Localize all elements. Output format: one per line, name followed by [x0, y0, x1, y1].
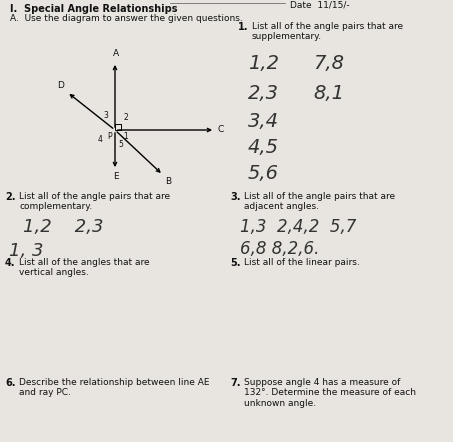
Text: 5: 5: [118, 140, 123, 149]
Text: 2: 2: [123, 113, 128, 122]
Text: 6.: 6.: [5, 378, 15, 388]
Text: 2,3: 2,3: [248, 84, 279, 103]
Text: List all of the angle pairs that are
complementary.: List all of the angle pairs that are com…: [19, 192, 170, 211]
Text: E: E: [113, 172, 119, 181]
Text: B: B: [165, 177, 171, 186]
Text: 4.: 4.: [5, 258, 15, 268]
Text: List all of the angle pairs that are
adjacent angles.: List all of the angle pairs that are adj…: [244, 192, 395, 211]
Text: 3.: 3.: [230, 192, 241, 202]
Text: 1,2    2,3: 1,2 2,3: [23, 218, 103, 236]
Text: List all of the angle pairs that are
supplementary.: List all of the angle pairs that are sup…: [252, 22, 403, 42]
Text: 3,4: 3,4: [248, 112, 279, 131]
Text: 6,8 8,2,6.: 6,8 8,2,6.: [240, 240, 319, 258]
Text: 1,3  2,4,2  5,7: 1,3 2,4,2 5,7: [240, 218, 357, 236]
Text: I.  Special Angle Relationships: I. Special Angle Relationships: [10, 4, 178, 14]
Text: 7,8: 7,8: [313, 54, 344, 73]
Text: Suppose angle 4 has a measure of
132°. Determine the measure of each
unknown ang: Suppose angle 4 has a measure of 132°. D…: [244, 378, 416, 408]
Text: C: C: [218, 126, 224, 134]
Text: P: P: [107, 132, 112, 141]
Bar: [115, 124, 121, 130]
Text: 5,6: 5,6: [248, 164, 279, 183]
Text: 5.: 5.: [230, 258, 241, 268]
Text: A.  Use the diagram to answer the given questions.: A. Use the diagram to answer the given q…: [10, 14, 243, 23]
Text: 1, 3: 1, 3: [9, 242, 43, 260]
Text: 4,5: 4,5: [248, 138, 279, 157]
Text: A: A: [113, 49, 119, 58]
Text: 4: 4: [98, 135, 103, 144]
Text: Date  11/15/-: Date 11/15/-: [290, 1, 350, 10]
Text: 2.: 2.: [5, 192, 15, 202]
Text: 7.: 7.: [230, 378, 241, 388]
Text: 1,2: 1,2: [248, 54, 279, 73]
Text: 1: 1: [123, 132, 128, 141]
Text: List all of the angles that are
vertical angles.: List all of the angles that are vertical…: [19, 258, 149, 278]
Text: 3: 3: [103, 111, 108, 120]
Text: List all of the linear pairs.: List all of the linear pairs.: [244, 258, 360, 267]
Text: 1.: 1.: [238, 22, 249, 32]
Text: D: D: [57, 81, 64, 90]
Text: Describe the relationship between line AE
and ray PC.: Describe the relationship between line A…: [19, 378, 209, 397]
Text: 8,1: 8,1: [313, 84, 344, 103]
